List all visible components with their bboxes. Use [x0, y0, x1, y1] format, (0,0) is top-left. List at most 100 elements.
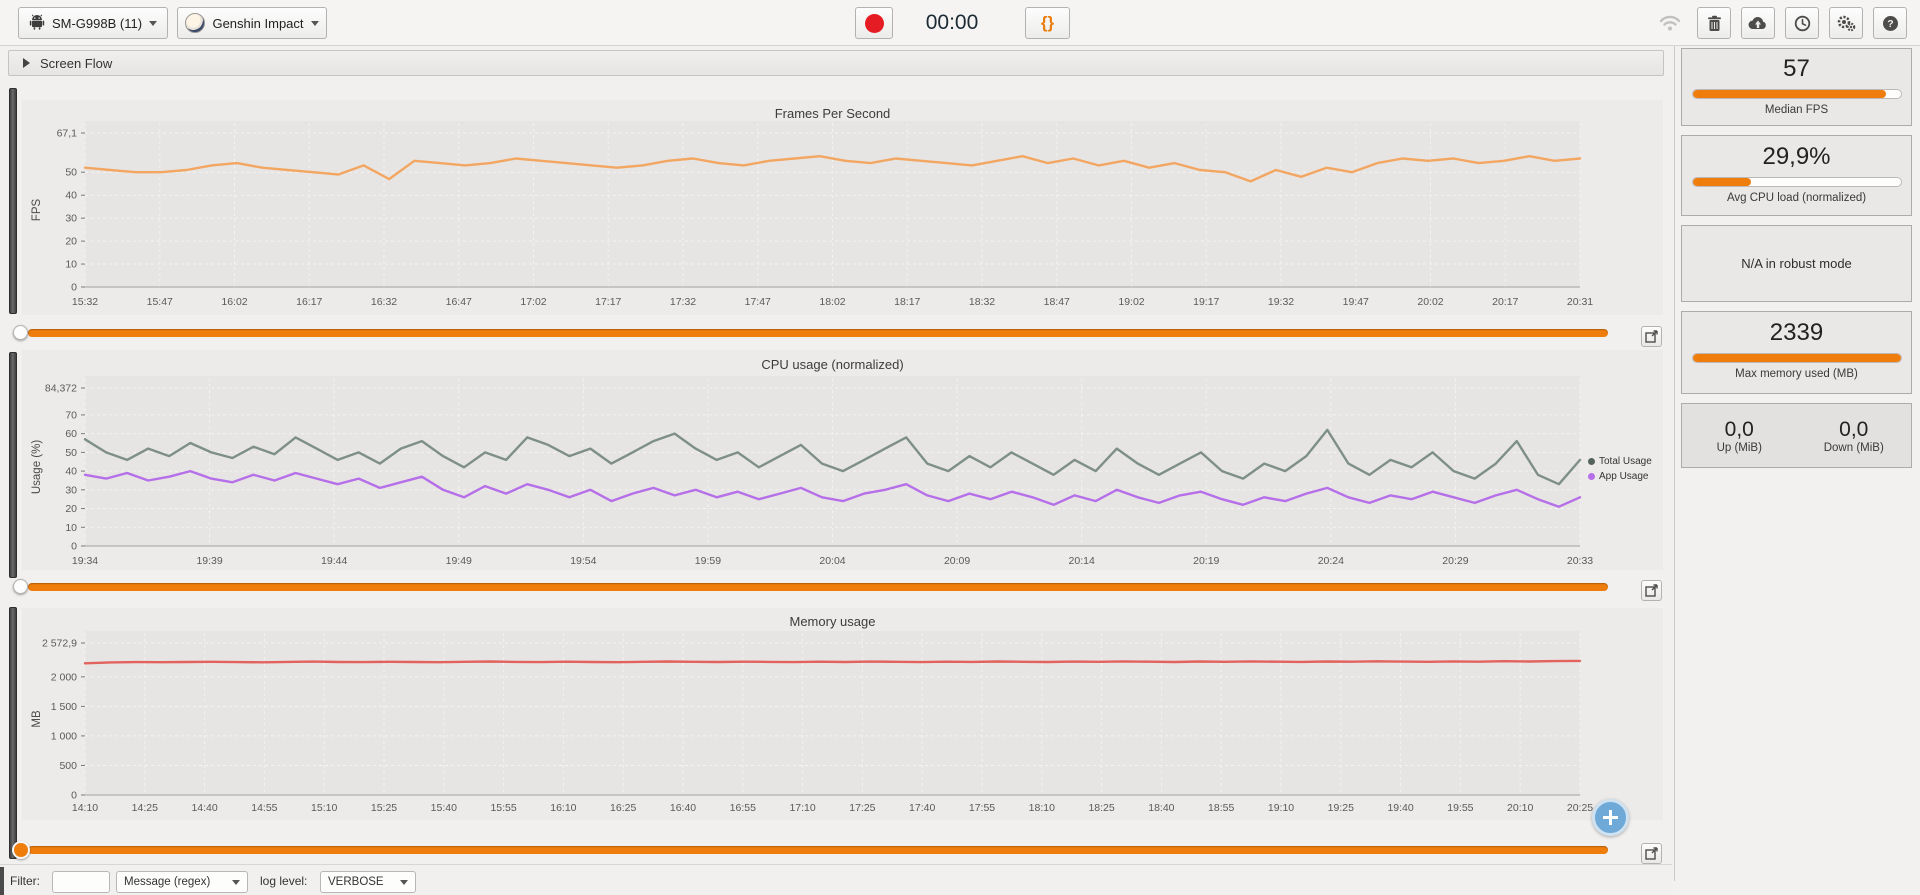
cpu-zoom-slider[interactable]: [28, 583, 1608, 591]
svg-text:15:40: 15:40: [431, 802, 457, 814]
svg-text:20: 20: [65, 503, 77, 515]
svg-text:20:04: 20:04: [819, 555, 845, 567]
memory-expand-button[interactable]: [1641, 843, 1662, 864]
cloud-upload-button[interactable]: [1741, 7, 1775, 39]
gpu-card: N/A in robust mode: [1681, 225, 1912, 302]
bottom-drag-handle[interactable]: [0, 867, 4, 895]
cpu-expand-button[interactable]: [1641, 580, 1662, 601]
filter-label: Filter:: [10, 874, 40, 888]
panel-divider: [1674, 46, 1675, 881]
svg-text:20:29: 20:29: [1442, 555, 1468, 567]
avg-cpu-card: 29,9% Avg CPU load (normalized): [1681, 135, 1912, 216]
svg-text:18:47: 18:47: [1044, 296, 1070, 308]
svg-text:18:40: 18:40: [1148, 802, 1174, 814]
svg-text:17:55: 17:55: [969, 802, 995, 814]
svg-text:0: 0: [71, 790, 77, 802]
filter-match-dropdown[interactable]: Message (regex): [116, 871, 248, 893]
app-selector-dropdown[interactable]: Genshin Impact: [177, 7, 327, 39]
collapse-arrow-icon: [23, 58, 30, 68]
filter-input[interactable]: [52, 871, 110, 893]
gears-icon: [1837, 15, 1856, 32]
history-button[interactable]: [1785, 7, 1819, 39]
fps-chart-title: Frames Per Second: [774, 106, 891, 121]
record-button[interactable]: [855, 7, 893, 39]
expand-icon: [1645, 584, 1658, 597]
median-fps-card: 57 Median FPS: [1681, 48, 1912, 126]
median-fps-bar: [1691, 89, 1902, 99]
expand-icon: [1645, 847, 1658, 860]
plus-icon: [1609, 810, 1612, 825]
svg-text:19:32: 19:32: [1268, 296, 1294, 308]
down-caption: Down (MiB): [1823, 441, 1884, 454]
svg-text:500: 500: [59, 760, 77, 772]
screen-flow-header[interactable]: Screen Flow: [8, 50, 1664, 76]
svg-text:19:34: 19:34: [72, 555, 98, 567]
up-value: 0,0: [1724, 417, 1754, 441]
svg-text:20:14: 20:14: [1069, 555, 1095, 567]
wifi-status-button: [1653, 7, 1687, 39]
memory-chart-canvas[interactable]: 14:10 14:25 14:40 14:55 15:10 15:25 15:40 15:55…: [22, 608, 1663, 820]
app-selector-label: Genshin Impact: [212, 15, 304, 31]
wifi-icon: [1659, 15, 1681, 31]
svg-text:19:54: 19:54: [570, 555, 596, 567]
max-memory-value: 2339: [1769, 319, 1824, 346]
log-level-dropdown[interactable]: VERBOSE: [320, 871, 416, 893]
fps-expand-button[interactable]: [1641, 326, 1662, 347]
fps-chart-drag-handle[interactable]: [9, 88, 17, 314]
record-icon: [864, 13, 884, 33]
svg-text:14:55: 14:55: [251, 802, 277, 814]
svg-text:15:55: 15:55: [490, 802, 516, 814]
memory-zoom-slider-knob[interactable]: [12, 841, 30, 859]
memory-zoom-slider[interactable]: [28, 846, 1608, 854]
android-icon: [29, 14, 45, 33]
svg-text:20:02: 20:02: [1417, 296, 1443, 308]
svg-text:19:02: 19:02: [1118, 296, 1144, 308]
braces-button[interactable]: {}: [1025, 7, 1070, 39]
svg-text:15:32: 15:32: [72, 296, 98, 308]
svg-text:40: 40: [65, 190, 77, 202]
legend-item-total[interactable]: Total Usage: [1588, 454, 1652, 469]
add-marker-button[interactable]: [1592, 799, 1629, 836]
session-timer: 00:00: [925, 11, 979, 34]
svg-text:50: 50: [65, 447, 77, 459]
app-usage-dot-icon: [1588, 473, 1595, 480]
svg-text:19:59: 19:59: [695, 555, 721, 567]
svg-text:0: 0: [71, 282, 77, 294]
delete-session-button[interactable]: [1697, 7, 1731, 39]
svg-text:19:47: 19:47: [1343, 296, 1369, 308]
down-value: 0,0: [1839, 417, 1869, 441]
help-button[interactable]: ?: [1873, 7, 1907, 39]
screen-flow-label: Screen Flow: [40, 55, 113, 71]
cpu-zoom-slider-knob[interactable]: [13, 579, 28, 594]
max-memory-card: 2339 Max memory used (MB): [1681, 311, 1912, 394]
svg-text:14:10: 14:10: [72, 802, 98, 814]
legend-item-app[interactable]: App Usage: [1588, 469, 1652, 484]
cpu-chart-drag-handle[interactable]: [9, 352, 17, 578]
total-usage-label: Total Usage: [1599, 456, 1652, 467]
svg-text:18:55: 18:55: [1208, 802, 1234, 814]
svg-text:14:40: 14:40: [191, 802, 217, 814]
svg-text:50: 50: [65, 167, 77, 179]
chevron-down-icon: [310, 20, 319, 26]
fps-chart-canvas[interactable]: 15:32 15:47 16:02 16:17 16:32 16:47 17:02 17:17…: [22, 100, 1663, 315]
device-selector-dropdown[interactable]: SM-G998B (11): [18, 7, 168, 39]
fps-zoom-slider[interactable]: [28, 329, 1608, 337]
total-usage-dot-icon: [1588, 458, 1595, 465]
fps-zoom-slider-knob[interactable]: [13, 325, 28, 340]
svg-text:10: 10: [65, 259, 77, 271]
svg-text:?: ?: [1887, 18, 1893, 30]
svg-text:2 000: 2 000: [51, 671, 77, 683]
svg-text:20:09: 20:09: [944, 555, 970, 567]
svg-text:16:32: 16:32: [371, 296, 397, 308]
svg-text:19:17: 19:17: [1193, 296, 1219, 308]
memory-chart-drag-handle[interactable]: [9, 607, 17, 859]
app-avatar: [185, 13, 206, 33]
max-memory-caption: Max memory used (MB): [1735, 368, 1858, 380]
avg-cpu-bar: [1691, 177, 1902, 187]
svg-text:19:40: 19:40: [1387, 802, 1413, 814]
svg-text:18:02: 18:02: [819, 296, 845, 308]
svg-text:14:25: 14:25: [132, 802, 158, 814]
cpu-chart-canvas[interactable]: 19:34 19:39 19:44 19:49 19:54 19:59 20:04 20:09…: [22, 350, 1663, 570]
svg-text:MB: MB: [31, 710, 43, 728]
settings-button[interactable]: [1829, 7, 1863, 39]
